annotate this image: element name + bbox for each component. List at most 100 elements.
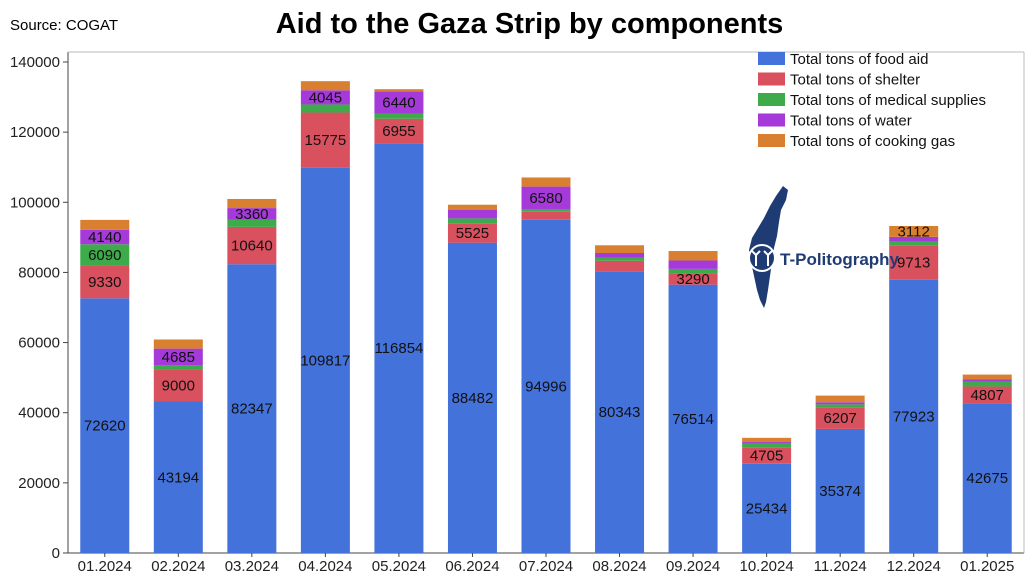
- x-tick-label: 06.2024: [445, 558, 499, 575]
- data-label: 94996: [525, 378, 567, 395]
- bar-segment: [595, 257, 645, 261]
- logo-badge-icon: [748, 244, 776, 272]
- bar-segment: [153, 369, 203, 402]
- bar-segment: [668, 284, 718, 553]
- data-label: 4807: [971, 387, 1004, 404]
- chart-title: Aid to the Gaza Strip by components: [275, 8, 784, 40]
- bar-segment: [668, 260, 718, 269]
- bar-segment: [521, 186, 571, 210]
- data-label: 116854: [374, 340, 423, 357]
- x-tick-label: 05.2024: [372, 558, 426, 575]
- bar-segment: [889, 225, 939, 237]
- data-label: 82347: [231, 401, 273, 418]
- data-label: 4045: [309, 89, 342, 106]
- bar-segment: [595, 260, 645, 272]
- bar-segment: [80, 244, 130, 266]
- bar-segment: [595, 245, 645, 253]
- data-label: 3360: [235, 206, 268, 223]
- bar-segment: [447, 218, 497, 224]
- legend-label: Total tons of cooking gas: [790, 133, 955, 150]
- bar-segment: [374, 143, 424, 553]
- bar-segment: [815, 402, 865, 405]
- bar-segment: [742, 442, 792, 444]
- bar-segment: [80, 265, 130, 299]
- axes: 0 20000 40000 60000 80000 100000 120000 140000 0…: [10, 51, 1025, 575]
- bar-segment: [521, 177, 571, 187]
- bar-segment: [300, 167, 350, 554]
- bar-segment: [889, 279, 939, 553]
- data-label: 9713: [897, 255, 930, 272]
- data-label: 35374: [819, 483, 861, 500]
- x-tick-label: 12.2024: [887, 558, 941, 575]
- logo-text: T-Politography: [780, 250, 900, 269]
- y-tick-label: 140000: [10, 54, 60, 71]
- bar-segment: [889, 245, 939, 280]
- bar-segment: [227, 198, 277, 209]
- y-tick-label: 80000: [18, 264, 60, 281]
- data-label: 72620: [84, 418, 126, 435]
- x-tick-label: 03.2024: [225, 558, 279, 575]
- data-label: 25434: [746, 500, 788, 517]
- bar-segment: [80, 298, 130, 553]
- legend-swatch: [758, 72, 785, 86]
- bar-segment: [742, 447, 792, 464]
- data-label: 109817: [300, 352, 350, 369]
- bar-segment: [742, 437, 792, 443]
- x-tick-label: 11.2024: [814, 558, 867, 575]
- data-label: 6207: [823, 410, 856, 427]
- bar-segment: [153, 348, 203, 366]
- legend-label: Total tons of water: [790, 113, 912, 130]
- bar-segment: [962, 386, 1012, 404]
- bar-segment: [668, 273, 718, 285]
- bar-segment: [447, 242, 497, 554]
- bar-segment: [742, 463, 792, 553]
- x-tick-label: 02.2024: [151, 558, 205, 575]
- data-label: 3290: [676, 271, 709, 288]
- data-label: 3112: [898, 223, 930, 240]
- bar-segment: [374, 118, 424, 144]
- y-tick-label: 100000: [10, 194, 60, 211]
- bar-segment: [962, 381, 1012, 387]
- data-label: 4685: [162, 349, 195, 366]
- bar-segment: [447, 209, 497, 219]
- bar-segment: [447, 223, 497, 243]
- bar-segment: [80, 219, 130, 230]
- bar-segment: [889, 236, 939, 242]
- bar-segment: [521, 219, 571, 554]
- bar-segment: [300, 90, 350, 105]
- data-label: 76514: [672, 411, 714, 428]
- bar-segment: [815, 428, 865, 553]
- bar-segment: [815, 404, 865, 408]
- data-label: 10640: [231, 238, 273, 255]
- bar-segment: [521, 211, 571, 220]
- data-label: 88482: [452, 390, 494, 407]
- legend-label: Total tons of medical supplies: [790, 92, 986, 109]
- bar-segment: [447, 204, 497, 210]
- bar-segment: [80, 229, 130, 245]
- data-label: 6440: [382, 95, 415, 112]
- x-tick-label: 01.2025: [960, 558, 1014, 575]
- bar-segment: [815, 395, 865, 403]
- data-label: 6090: [88, 247, 121, 264]
- bar-segment: [962, 379, 1012, 382]
- bar-segment: [889, 241, 939, 246]
- y-tick-label: 0: [52, 545, 60, 562]
- bar-segment: [668, 251, 718, 261]
- data-label: 80343: [599, 404, 641, 421]
- bar-segment: [300, 112, 350, 168]
- bar-segment: [300, 104, 350, 113]
- bar-segment: [742, 443, 792, 448]
- bar-segment: [227, 208, 277, 220]
- data-label: 9000: [162, 378, 195, 395]
- legend: Total tons of food aid Total tons of shel…: [758, 51, 986, 150]
- bar-segment: [595, 271, 645, 553]
- bar-segment: [227, 264, 277, 553]
- x-tick-label: 01.2024: [78, 558, 132, 575]
- data-label: 4705: [750, 448, 783, 465]
- legend-swatch: [758, 134, 785, 147]
- bar-segment: [962, 403, 1012, 553]
- data-label: 15775: [305, 132, 347, 149]
- bar-segment: [815, 407, 865, 429]
